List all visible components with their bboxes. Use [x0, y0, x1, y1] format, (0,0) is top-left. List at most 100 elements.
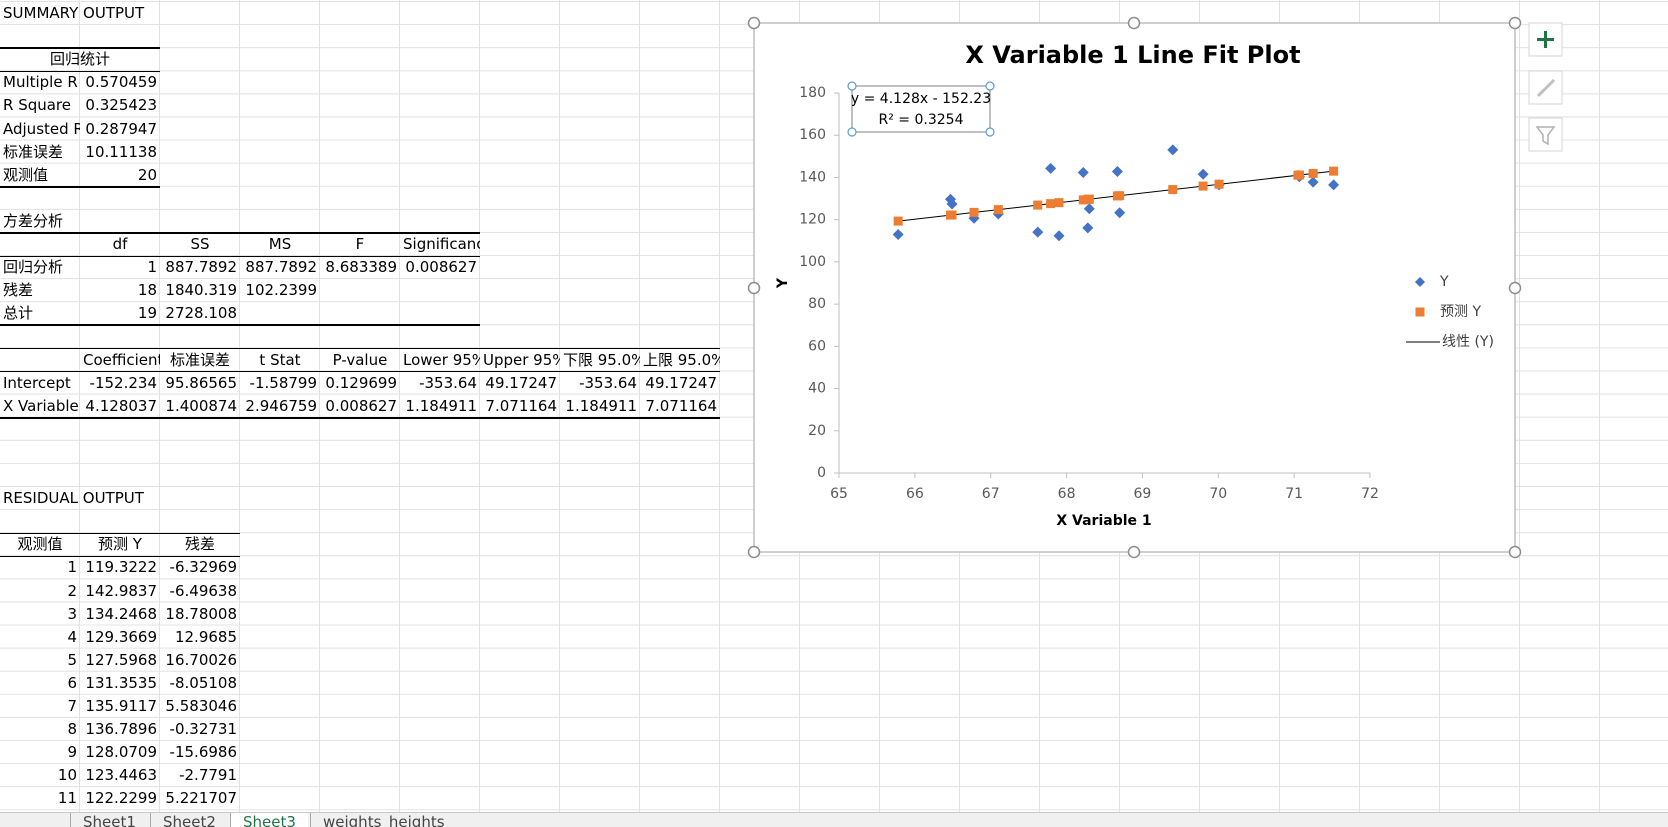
- cell[interactable]: 回归统计: [49, 50, 110, 69]
- cell[interactable]: 上限 95.0%: [643, 350, 720, 369]
- cell[interactable]: 观测值: [17, 535, 63, 554]
- cell[interactable]: Coefficients: [83, 350, 160, 369]
- cell[interactable]: 1.400874: [165, 396, 237, 415]
- cell[interactable]: 12.9685: [174, 627, 237, 646]
- cell[interactable]: 49.17247: [645, 373, 717, 392]
- cell[interactable]: 129.3669: [85, 627, 157, 646]
- cell[interactable]: 131.3535: [85, 673, 157, 692]
- cell[interactable]: F: [355, 235, 365, 253]
- cell[interactable]: 0.287947: [85, 119, 157, 138]
- cell[interactable]: 1: [147, 258, 157, 277]
- cell[interactable]: 135.9117: [85, 697, 157, 715]
- cell[interactable]: 1.184911: [405, 396, 477, 415]
- cell[interactable]: 8: [67, 720, 77, 739]
- cell[interactable]: -152.234: [89, 373, 157, 392]
- cell[interactable]: 总计: [3, 304, 34, 323]
- cell[interactable]: -353.64: [579, 373, 637, 392]
- cell[interactable]: 16.70026: [165, 650, 237, 669]
- cell[interactable]: -1.58799: [249, 373, 317, 392]
- cell[interactable]: MS: [268, 235, 292, 253]
- handle[interactable]: [985, 81, 995, 91]
- handle[interactable]: [747, 545, 761, 559]
- cell[interactable]: -15.6986: [169, 743, 237, 762]
- cell[interactable]: 122.2299: [85, 789, 157, 808]
- cell[interactable]: 887.7892: [165, 258, 237, 277]
- sheet-tab[interactable]: weights_heights: [310, 813, 457, 827]
- chart-handles[interactable]: [747, 16, 1522, 559]
- cell[interactable]: 标准误差: [3, 142, 64, 161]
- cell[interactable]: 残差: [184, 535, 215, 554]
- cell[interactable]: 5.583046: [165, 697, 237, 715]
- cell[interactable]: 119.3222: [85, 558, 157, 577]
- equation-handles[interactable]: [847, 81, 995, 137]
- cell[interactable]: 5: [67, 650, 77, 669]
- cell[interactable]: Intercept: [3, 373, 71, 392]
- cell[interactable]: 127.5968: [85, 650, 157, 669]
- cell[interactable]: 预测 Y: [98, 535, 142, 554]
- cell[interactable]: Adjusted R Square: [3, 119, 80, 138]
- cell[interactable]: 观测值: [3, 165, 49, 184]
- cell[interactable]: 4: [67, 627, 77, 646]
- cell[interactable]: 2.946759: [245, 396, 317, 415]
- cell[interactable]: 142.9837: [85, 581, 157, 600]
- cell[interactable]: 7.071164: [485, 396, 557, 415]
- cell[interactable]: 0.008627: [405, 258, 477, 277]
- handle[interactable]: [847, 81, 857, 91]
- cell[interactable]: 49.17247: [485, 373, 557, 392]
- cell[interactable]: 方差分析: [3, 211, 64, 230]
- cell[interactable]: -353.64: [419, 373, 477, 392]
- cell[interactable]: Upper 95%: [483, 350, 560, 369]
- cell[interactable]: -6.32969: [169, 558, 237, 577]
- cell[interactable]: Multiple R: [3, 73, 78, 92]
- equation-box[interactable]: [851, 85, 991, 133]
- cell[interactable]: 11: [57, 789, 77, 808]
- cell[interactable]: 18: [137, 281, 157, 300]
- cell[interactable]: 8.683389: [325, 258, 397, 277]
- sheet-tab[interactable]: Sheet1: [70, 813, 148, 827]
- handle[interactable]: [747, 16, 761, 30]
- cell[interactable]: 下限 95.0%: [563, 350, 640, 369]
- cell[interactable]: Lower 95%: [403, 350, 480, 369]
- cell[interactable]: 2: [67, 581, 77, 600]
- sheet-tab[interactable]: Sheet3: [230, 813, 308, 827]
- cell[interactable]: t Stat: [259, 350, 301, 369]
- handle[interactable]: [847, 127, 857, 137]
- cell[interactable]: 1.184911: [565, 396, 637, 415]
- cell[interactable]: 7: [67, 697, 77, 715]
- cell[interactable]: 4.128037: [85, 396, 157, 415]
- cell[interactable]: 128.0709: [85, 743, 157, 762]
- cell[interactable]: -8.05108: [169, 673, 237, 692]
- handle[interactable]: [1508, 545, 1522, 559]
- cell[interactable]: 0.325423: [85, 96, 157, 115]
- cell[interactable]: Significance F: [403, 235, 480, 253]
- cell[interactable]: 7.071164: [645, 396, 717, 415]
- cell[interactable]: 5.221707: [165, 789, 237, 808]
- cell[interactable]: 0.008627: [325, 396, 397, 415]
- cell[interactable]: 0.129699: [325, 373, 397, 392]
- handle[interactable]: [1127, 16, 1141, 30]
- cell[interactable]: 2728.108: [165, 304, 237, 323]
- cell[interactable]: 102.2399: [245, 281, 317, 300]
- cell[interactable]: 123.4463: [85, 766, 157, 785]
- chart-filters-button[interactable]: [1528, 117, 1563, 152]
- cell[interactable]: 1840.319: [165, 281, 237, 300]
- cell[interactable]: 9: [67, 743, 77, 762]
- cell[interactable]: R Square: [3, 96, 71, 115]
- cell[interactable]: 0.570459: [85, 73, 157, 92]
- cell[interactable]: -6.49638: [169, 581, 237, 600]
- cell[interactable]: 134.2468: [85, 604, 157, 623]
- handle[interactable]: [1508, 281, 1522, 295]
- cell[interactable]: df: [112, 235, 128, 253]
- cell[interactable]: -2.7791: [179, 766, 237, 785]
- cell[interactable]: 10: [57, 766, 77, 785]
- cell[interactable]: -0.32731: [169, 720, 237, 739]
- cell[interactable]: 3: [67, 604, 77, 623]
- cell[interactable]: 1: [67, 558, 77, 577]
- handle[interactable]: [985, 127, 995, 137]
- handle[interactable]: [1508, 16, 1522, 30]
- handle[interactable]: [747, 281, 761, 295]
- cell[interactable]: 10.11138: [85, 142, 157, 161]
- cell[interactable]: 19: [137, 304, 157, 323]
- cell[interactable]: 残差: [3, 281, 34, 300]
- handle[interactable]: [1127, 545, 1141, 559]
